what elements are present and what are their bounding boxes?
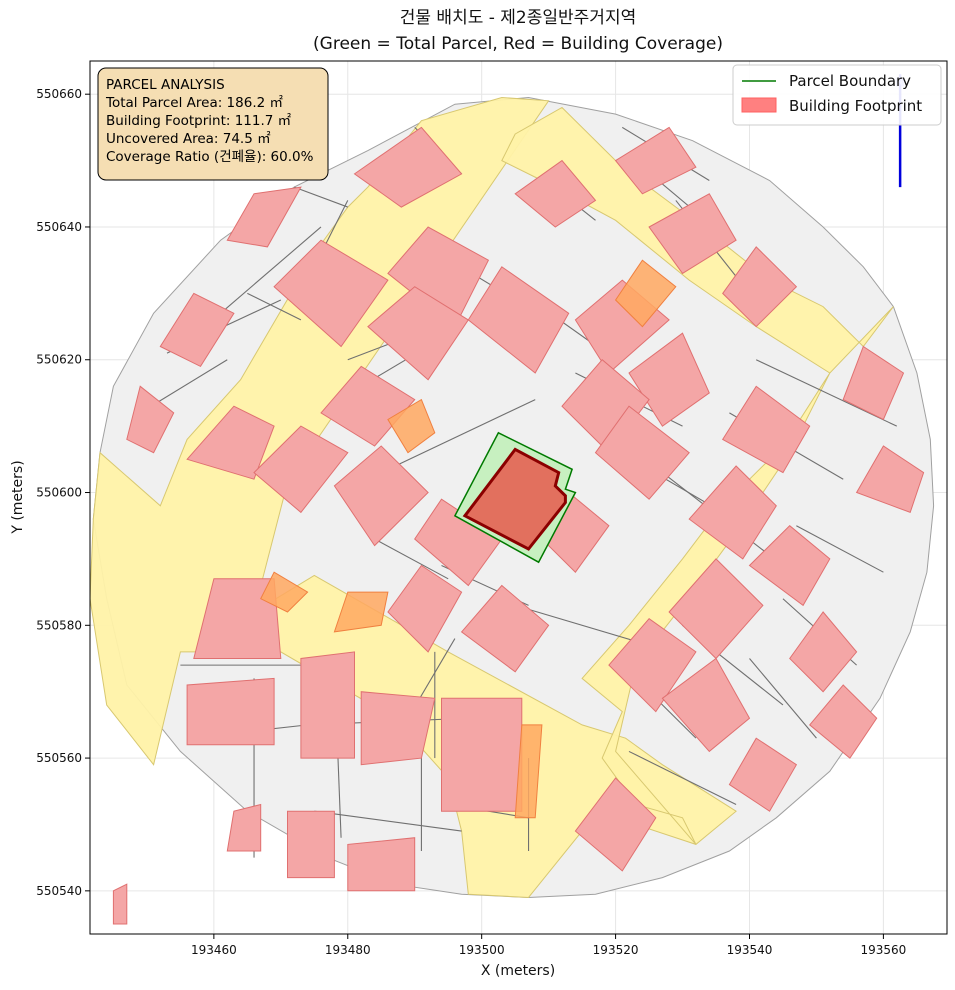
highlighted-footprint[interactable] [614,259,677,328]
y-tick-label: 550540 [36,884,82,898]
target-building[interactable] [462,447,567,551]
building-footprint[interactable] [728,737,798,812]
building-footprint[interactable] [628,332,710,427]
parcel-line [628,750,737,806]
building-footprint[interactable] [668,558,764,660]
y-axis-ticks: 550540 550560 550580 550600 550620 550640 5506… [36,87,90,898]
building-footprint[interactable] [112,883,128,925]
building-footprint[interactable] [789,611,858,693]
info-line-uncovered: Uncovered Area: 74.5 ㎡ [106,131,271,147]
building-footprint[interactable] [561,358,650,454]
building-footprint[interactable] [273,239,389,348]
y-tick-label: 550660 [36,87,82,101]
building-footprint[interactable] [186,677,275,746]
y-tick-label: 550600 [36,486,82,500]
building-footprint[interactable] [360,691,436,766]
building-footprint[interactable] [353,126,463,208]
chart-title: 건물 배치도 - 제2종일반주거지역 (Green = Total Parcel… [313,8,723,54]
chart-title-line1: 건물 배치도 - 제2종일반주거지역 [400,8,636,28]
chart-title-line2: (Green = Total Parcel, Red = Building Co… [313,34,723,54]
parcel-line [247,292,302,321]
building-footprint[interactable] [842,345,905,421]
plot-content: N [90,74,935,925]
building-footprint[interactable] [226,186,302,248]
building-footprint[interactable] [748,525,831,607]
legend: Parcel Boundary Building Footprint [732,64,942,126]
legend-label-building: Building Footprint [789,97,922,115]
building-footprint[interactable] [186,405,275,480]
building-footprint[interactable] [159,292,235,368]
legend-label-parcel: Parcel Boundary [789,72,911,90]
parcel-line [796,525,884,573]
parcel-analysis-box: PARCEL ANALYSIS Total Parcel Area: 186.2… [97,67,329,181]
legend-swatch-building [741,97,777,113]
building-footprint[interactable] [226,803,262,852]
building-footprint[interactable] [688,465,777,560]
x-tick-label: 193520 [593,943,639,957]
x-tick-label: 193480 [325,943,371,957]
building-footprint[interactable] [333,445,429,547]
x-tick-label: 193460 [191,943,237,957]
x-axis-label: X (meters) [481,963,555,979]
highlighted-footprint[interactable] [514,724,543,819]
parcel-line [749,658,817,739]
parcel-line [514,604,650,646]
building-footprint[interactable] [320,365,416,447]
info-line-coverage: Coverage Ratio (건폐율): 60.0% [106,149,314,165]
building-footprint[interactable] [808,684,878,759]
building-footprint[interactable] [722,246,798,328]
building-footprint[interactable] [300,651,355,759]
info-line-footprint: Building Footprint: 111.7 ㎡ [106,113,292,129]
building-footprint[interactable] [347,837,416,892]
building-footprint[interactable] [460,584,550,673]
highlighted-footprint[interactable] [387,398,436,454]
building-footprint[interactable] [608,618,697,713]
building-footprint[interactable] [855,445,925,514]
highlighted-footprint[interactable] [333,591,389,633]
y-axis-label: Y (meters) [10,460,26,534]
building-footprint[interactable] [661,657,751,753]
building-footprint[interactable] [441,697,523,812]
x-tick-label: 193560 [860,943,906,957]
parcel-line [294,186,348,208]
x-tick-label: 193500 [459,943,505,957]
y-tick-label: 550580 [36,618,82,632]
x-axis-ticks: 193460 193480 193500 193520 193540 193560 [191,934,906,957]
building-footprint[interactable] [614,126,697,195]
legend-frame [732,64,942,126]
building-footprint[interactable] [514,159,597,228]
x-tick-label: 193540 [727,943,773,957]
building-footprint[interactable] [387,564,463,653]
plot-frame [89,60,948,935]
building-footprint[interactable] [574,777,657,872]
info-line-header: PARCEL ANALYSIS [106,77,225,93]
y-tick-label: 550640 [36,220,82,234]
y-tick-label: 550560 [36,751,82,765]
building-footprint[interactable] [287,810,335,879]
building-footprints [112,126,925,925]
parcel-line [381,399,536,474]
info-line-total-area: Total Parcel Area: 186.2 ㎡ [105,95,283,111]
building-footprint[interactable] [126,385,175,454]
building-footprint[interactable] [648,193,737,275]
parcel-line [374,538,449,580]
building-footprint[interactable] [253,425,349,514]
parcel-analysis-box-bg [97,67,329,181]
parcel-line [220,226,322,314]
building-footprint[interactable] [467,266,570,374]
highlighted-footprint[interactable] [260,571,309,613]
y-tick-label: 550620 [36,353,82,367]
building-footprint[interactable] [594,405,690,500]
building-footprint[interactable] [721,385,811,474]
parcel-line [314,810,462,832]
